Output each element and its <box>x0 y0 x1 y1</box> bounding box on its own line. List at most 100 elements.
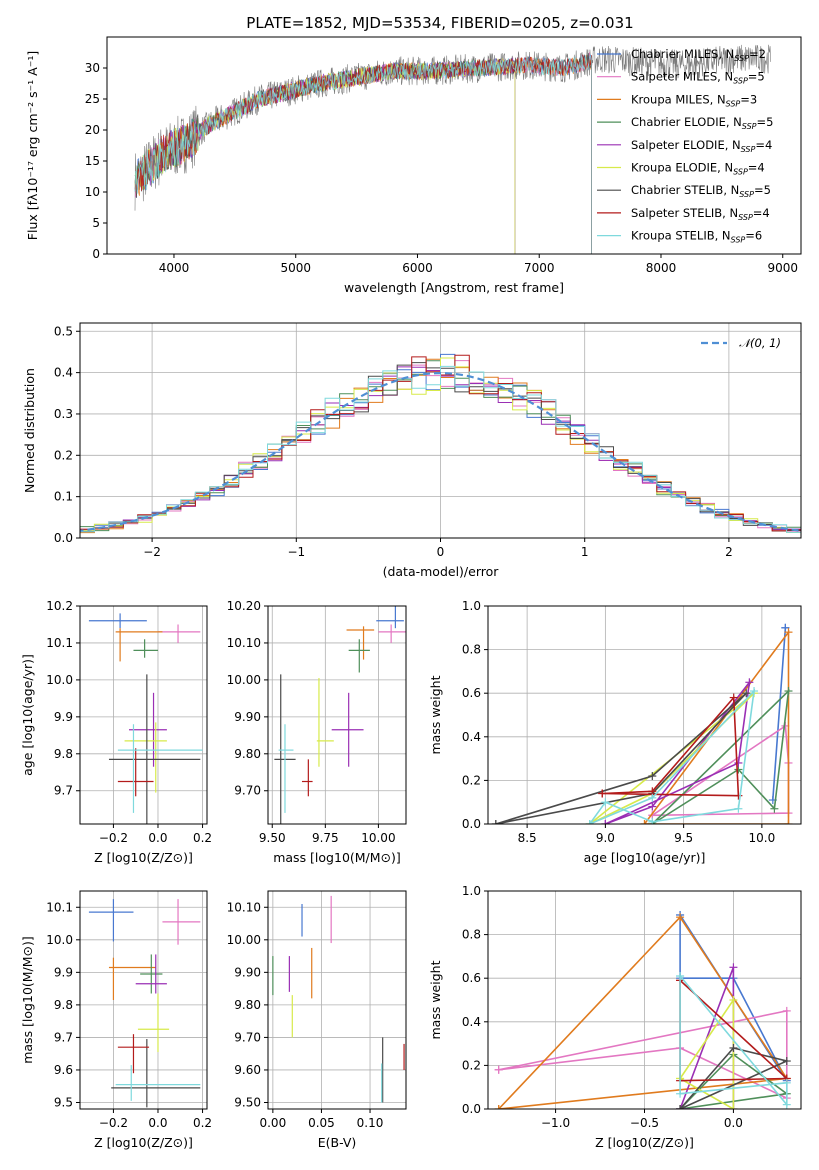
errorbar-point-salpeter-elodie <box>331 692 364 767</box>
plot-area <box>491 623 793 824</box>
y-tick-label: 0.6 <box>462 971 481 985</box>
x-tick-label: 6000 <box>402 261 433 275</box>
y-tick-label: 9.9 <box>54 965 73 979</box>
weight-marker-kroupa-miles <box>494 1105 503 1109</box>
x-axis-label: wavelength [Angstrom, rest frame] <box>344 280 564 295</box>
x-axis-label: E(B-V) <box>318 1135 357 1150</box>
y-tick-label: 0.5 <box>54 324 73 338</box>
errorbar-point-kroupa-miles <box>115 628 163 662</box>
x-tick-label: 9.75 <box>312 831 339 845</box>
x-tick-label: 0 <box>437 545 445 559</box>
axes-frame <box>79 605 208 825</box>
axes-frame <box>267 890 407 1110</box>
errorbar-point-kroupa-stelib <box>117 724 203 813</box>
y-tick-label: 9.70 <box>234 784 261 798</box>
y-tick-label: 10.1 <box>46 636 73 650</box>
weight-marker-kroupa-miles <box>640 820 649 824</box>
x-tick-label: 9.0 <box>596 831 615 845</box>
panel-7: 0.00 0.05 0.10 9.50 9.60 9.70 9.80 9.90 10.00 10.… <box>227 890 407 1150</box>
x-tick-label: 0.2 <box>193 831 212 845</box>
y-tick-label: 30 <box>85 61 100 75</box>
x-axis-label: Z [log10(Z/Z⊙)] <box>94 1135 193 1150</box>
y-tick-label: 0.0 <box>54 531 73 545</box>
weight-marker-salpeter-stelib <box>598 789 607 798</box>
y-tick-label: 9.50 <box>234 1095 261 1109</box>
errorbar-point-salpeter-elodie <box>135 954 167 994</box>
y-tick-label: 10.10 <box>227 900 261 914</box>
y-tick-label: 9.60 <box>234 1063 261 1077</box>
weight-marker-kroupa-stelib <box>782 1078 791 1087</box>
plot-area <box>494 910 791 1109</box>
legend-entry-kroupa-miles: Kroupa MILES, NSSP=3 <box>631 92 757 108</box>
x-tick-label: 9.50 <box>259 831 286 845</box>
errorbar-point-salpeter-stelib <box>117 748 154 797</box>
weight-marker-kroupa-stelib <box>676 972 685 981</box>
weight-marker-kroupa-elodie <box>729 996 738 1004</box>
panel-3: −0.2 0.0 0.2 9.7 9.8 9.9 10.0 10.1 10.2 Z [log10(… <box>20 599 212 865</box>
weight-marker-kroupa-stelib <box>750 687 759 696</box>
errorbar-point-salpeter-stelib <box>117 1034 150 1074</box>
x-tick-label: 1 <box>581 545 589 559</box>
y-tick-label: 9.70 <box>234 1030 261 1044</box>
y-tick-label: 15 <box>85 154 100 168</box>
plot-area <box>80 353 801 536</box>
legend-entry-salpeter-miles: Salpeter MILES, NSSP=5 <box>631 70 765 86</box>
y-tick-label: 10.2 <box>46 599 73 613</box>
x-tick-label: 8.5 <box>518 831 537 845</box>
y-axis-label: Normed distribution <box>22 368 37 493</box>
weight-line-kroupa-elodie <box>679 997 735 1109</box>
legend-entry-chabrier-elodie: Chabrier ELODIE, NSSP=5 <box>631 115 773 131</box>
errorbar-point-salpeter-miles <box>378 624 406 643</box>
x-tick-label: −0.5 <box>630 1116 659 1130</box>
x-tick-label: 0.00 <box>259 1116 286 1130</box>
axes-frame <box>79 890 208 1110</box>
weight-marker-kroupa-miles <box>784 628 793 637</box>
weight-marker-salpeter-elodie <box>601 820 610 824</box>
x-axis-label: Z [log10(Z/Z⊙)] <box>94 850 193 865</box>
x-tick-label: 0.0 <box>148 1116 167 1130</box>
legend-entry-salpeter-stelib: Salpeter STELIB, NSSP=4 <box>631 206 770 222</box>
x-tick-label: 0.05 <box>308 1116 335 1130</box>
y-axis-label: mass weight <box>428 960 443 1039</box>
y-tick-label: 0.8 <box>462 928 481 942</box>
weight-marker-chabrier-elodie <box>770 804 779 813</box>
legend-entry-chabrier-miles: Chabrier MILES, NSSP=2 <box>631 47 766 63</box>
weight-marker-kroupa-stelib <box>782 1100 791 1109</box>
y-tick-label: 9.5 <box>54 1095 73 1109</box>
weight-marker-kroupa-stelib <box>676 1089 685 1098</box>
y-tick-label: 9.7 <box>54 1030 73 1044</box>
legend-entry-gaussian: 𝒩(0, 1) <box>739 336 781 350</box>
y-axis-label: mass [log10(M/M⊙)] <box>20 936 35 1064</box>
y-tick-label: 10.00 <box>227 933 261 947</box>
weight-marker-kroupa-stelib <box>648 817 657 824</box>
weight-marker-chabrier-stelib <box>742 689 751 698</box>
plot-area <box>88 613 203 824</box>
weight-marker-chabrier-stelib <box>676 1105 685 1109</box>
weight-marker-kroupa-elodie <box>729 1105 738 1109</box>
y-tick-label: 9.90 <box>234 965 261 979</box>
weight-marker-salpeter-elodie <box>745 678 754 687</box>
y-tick-label: 5 <box>92 216 100 230</box>
y-tick-label: 20 <box>85 123 100 137</box>
errorbar-point-kroupa-elodie <box>124 722 167 793</box>
y-tick-label: 25 <box>85 92 100 106</box>
weight-marker-chabrier-stelib <box>729 1043 738 1052</box>
x-tick-label: 10.00 <box>361 831 395 845</box>
x-tick-label: 0.10 <box>357 1116 384 1130</box>
x-tick-label: 4000 <box>159 261 190 275</box>
weight-marker-chabrier-stelib <box>782 1057 791 1066</box>
y-tick-label: 10.0 <box>46 673 73 687</box>
y-tick-label: 0.6 <box>462 686 481 700</box>
figure-title: PLATE=1852, MJD=53534, FIBERID=0205, z=0… <box>246 14 633 32</box>
x-tick-label: 5000 <box>280 261 311 275</box>
y-tick-label: 9.8 <box>54 747 73 761</box>
x-tick-label: 9.5 <box>674 831 693 845</box>
gaussian-reference-curve <box>80 371 801 532</box>
errorbar-point-chabrier-elodie <box>133 639 158 658</box>
plot-area <box>88 899 201 1108</box>
legend-entry-kroupa-elodie: Kroupa ELODIE, NSSP=4 <box>631 161 765 177</box>
weight-marker-salpeter-stelib <box>729 693 738 702</box>
y-axis-label: Flux [fλ10⁻¹⁷ erg cm⁻² s⁻¹ A⁻¹] <box>25 51 40 240</box>
plot-area <box>134 44 771 254</box>
panel-8: −1.0 −0.5 0.0 0.0 0.2 0.4 0.6 0.8 1.0 Z [log10(Z/… <box>428 884 802 1150</box>
